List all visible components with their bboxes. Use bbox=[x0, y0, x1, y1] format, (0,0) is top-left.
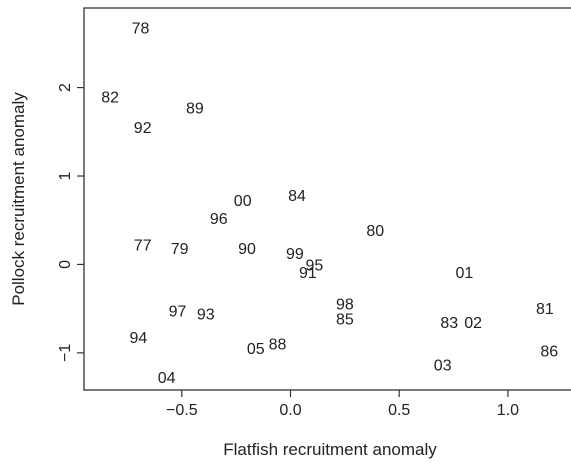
point-label-89: 89 bbox=[186, 100, 204, 117]
point-label-82: 82 bbox=[101, 90, 119, 107]
plot-frame bbox=[83, 7, 571, 391]
point-label-93: 93 bbox=[197, 306, 215, 323]
point-label-99: 99 bbox=[286, 246, 304, 263]
x-tick-label: 0.0 bbox=[279, 402, 301, 419]
point-label-03: 03 bbox=[434, 358, 452, 375]
y-axis: −1 0 1 2 bbox=[57, 83, 84, 362]
point-label-80: 80 bbox=[366, 223, 384, 240]
point-label-95: 95 bbox=[306, 258, 324, 275]
point-label-77: 77 bbox=[134, 237, 152, 254]
x-axis-title: Flatfish recruitment anomaly bbox=[223, 440, 437, 459]
point-label-97: 97 bbox=[169, 304, 187, 321]
x-tick-label: 0.5 bbox=[388, 402, 410, 419]
point-label-04: 04 bbox=[158, 370, 176, 387]
point-label-92: 92 bbox=[134, 120, 152, 137]
point-label-79: 79 bbox=[171, 241, 189, 258]
y-tick-label: −1 bbox=[57, 344, 74, 362]
point-label-01: 01 bbox=[456, 265, 474, 282]
y-tick-label: 2 bbox=[57, 83, 74, 92]
y-tick-label: 1 bbox=[57, 171, 74, 180]
point-label-86: 86 bbox=[540, 343, 558, 360]
x-axis: −0.5 0.0 0.5 1.0 bbox=[166, 390, 519, 419]
point-label-91: 91 bbox=[299, 265, 317, 282]
y-tick-label: 0 bbox=[57, 260, 74, 269]
point-label-98: 98 bbox=[336, 297, 354, 314]
point-label-00: 00 bbox=[234, 193, 252, 210]
point-label-96: 96 bbox=[210, 211, 228, 228]
point-label-02: 02 bbox=[464, 315, 482, 332]
point-label-78: 78 bbox=[132, 21, 150, 38]
point-label-81: 81 bbox=[536, 301, 554, 318]
point-label-85: 85 bbox=[336, 312, 354, 329]
x-tick-label: −0.5 bbox=[166, 402, 198, 419]
point-label-83: 83 bbox=[440, 315, 458, 332]
point-label-88: 88 bbox=[269, 336, 287, 353]
point-label-90: 90 bbox=[238, 241, 256, 258]
point-label-84: 84 bbox=[288, 188, 306, 205]
point-label-05: 05 bbox=[247, 341, 265, 358]
y-axis-title: Pollock recruitment anomaly bbox=[9, 92, 28, 306]
x-tick-label: 1.0 bbox=[497, 402, 519, 419]
point-label-94: 94 bbox=[129, 330, 147, 347]
